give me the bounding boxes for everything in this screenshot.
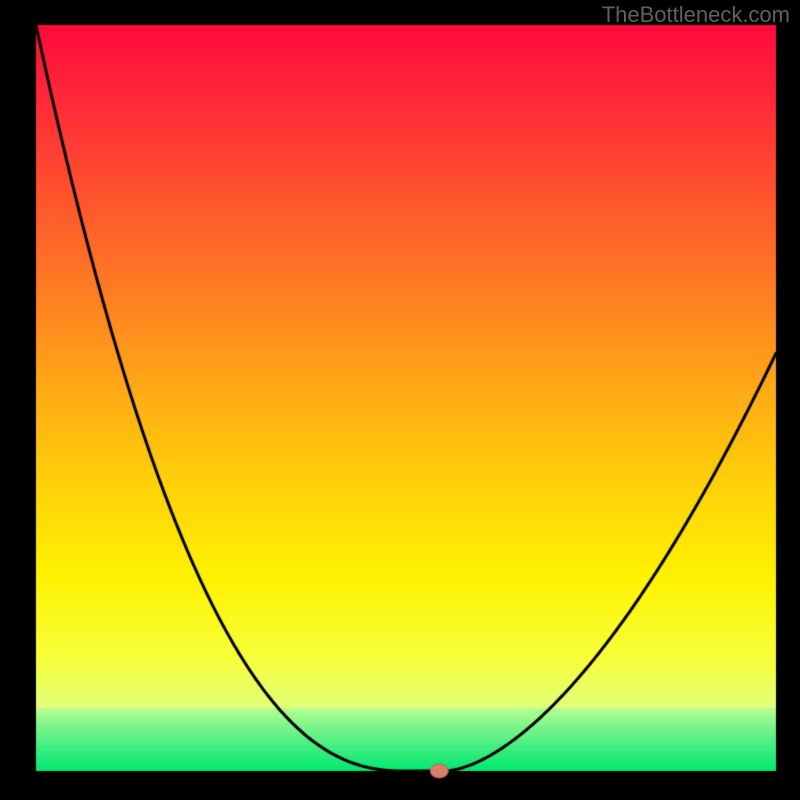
watermark-text: TheBottleneck.com [602,2,790,28]
bottleneck-curve-chart [0,0,800,800]
